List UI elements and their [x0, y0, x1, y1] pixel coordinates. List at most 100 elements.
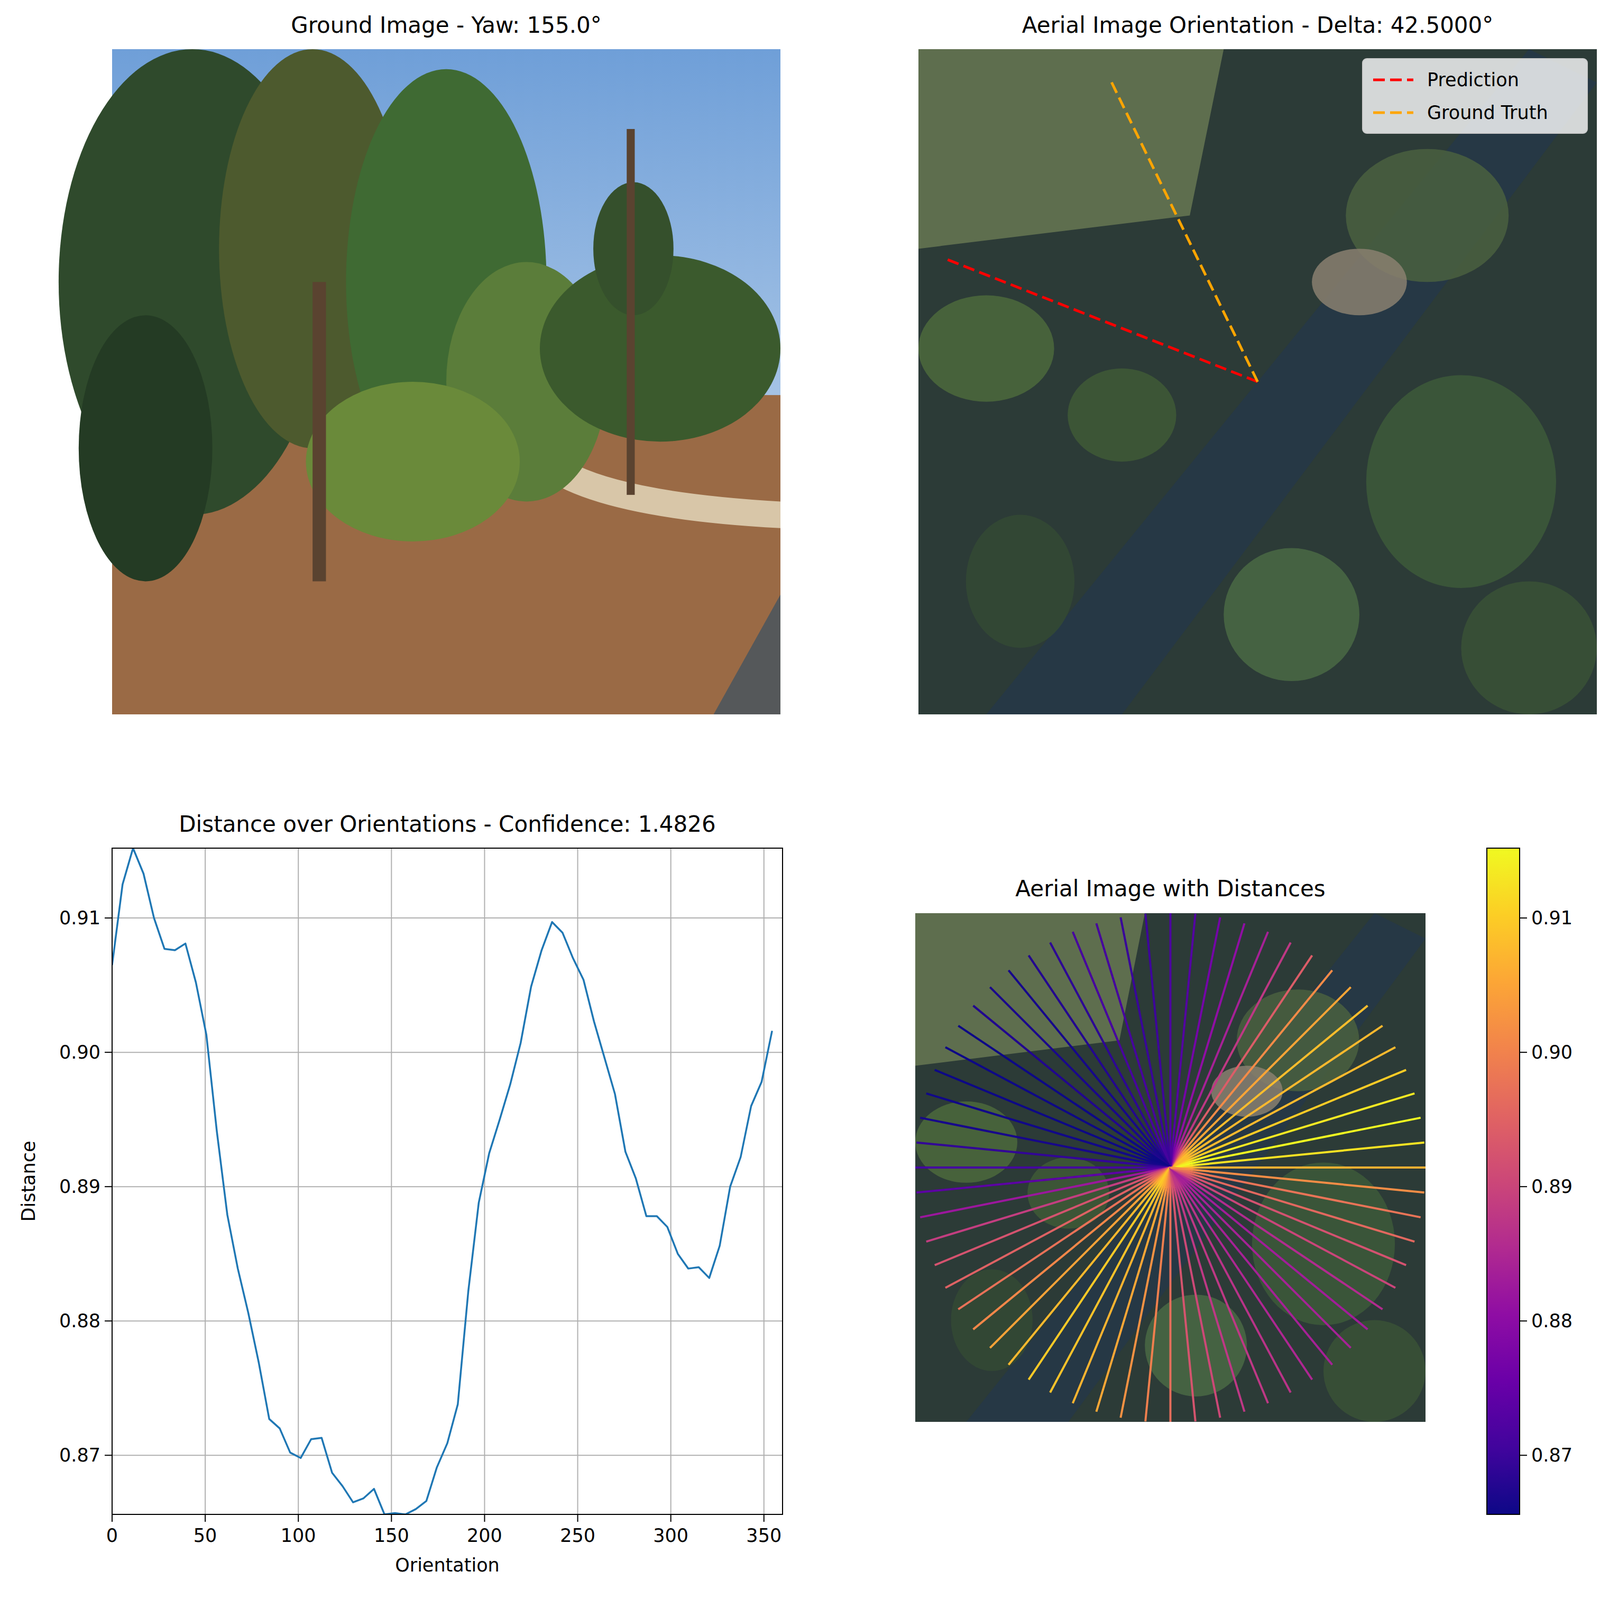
radial-line: [1170, 931, 1269, 1168]
tick: [577, 1514, 579, 1522]
title: Distance over Orientations - Confidence:…: [178, 811, 716, 838]
tick-label: 0.87: [1531, 1444, 1573, 1466]
radial-line: [1170, 1167, 1313, 1380]
tick: [1519, 917, 1528, 919]
radial-line: [1008, 970, 1171, 1168]
tick-label: 0.89: [1531, 1175, 1573, 1198]
grid-line: [112, 1051, 783, 1053]
title: Aerial Image Orientation - Delta: 42.500…: [1022, 12, 1494, 39]
legend-frame: [1362, 58, 1588, 134]
photo-tree: [1311, 248, 1408, 316]
tick: [104, 1051, 113, 1053]
grid-line: [112, 917, 783, 919]
tick: [1519, 1185, 1528, 1188]
radial-line: [1170, 1166, 1427, 1169]
axes: 0501001502002503003500.870.880.890.900.9…: [59, 848, 783, 1547]
orientation-line: [944, 258, 1258, 382]
grid-line: [763, 848, 765, 1515]
tick-label: 0: [106, 1524, 118, 1547]
radial-line: [916, 1142, 1171, 1168]
tick: [1519, 1454, 1528, 1456]
tick-label: 300: [653, 1524, 689, 1547]
tick-label: 0.89: [59, 1175, 101, 1198]
photo-tree: [1460, 581, 1597, 715]
tick-label: 0.88: [1531, 1310, 1573, 1332]
photo-field: [915, 913, 1145, 1066]
radial-line: [915, 1166, 1171, 1169]
photo-tree: [966, 515, 1075, 649]
tick: [104, 917, 113, 919]
radial-line: [1170, 1005, 1368, 1168]
radial-line: [1170, 1167, 1407, 1266]
radial-line: [1170, 1167, 1291, 1393]
tick: [390, 1514, 392, 1522]
tick: [104, 1320, 113, 1322]
radial-line: [1050, 942, 1171, 1168]
tick: [1519, 1320, 1528, 1322]
grid-line: [297, 848, 299, 1515]
title: Ground Image - Yaw: 155.0°: [290, 12, 602, 39]
tick-label: 0.87: [59, 1444, 101, 1466]
grid-line: [204, 848, 206, 1515]
radial-line: [1170, 1167, 1368, 1330]
legend: PredictionGround Truth: [1362, 58, 1588, 134]
frame: [112, 848, 783, 1515]
photo-trunk: [626, 129, 635, 495]
figure: Ground Image - Yaw: 155.0° PredictionGrou…: [0, 0, 1600, 1599]
photo-aerial: [918, 49, 1597, 715]
legend-swatch: [1373, 78, 1414, 82]
tick: [1519, 1051, 1528, 1053]
colorbar-scale: [1486, 848, 1520, 1515]
grid-line: [670, 848, 672, 1515]
orientation-line: [1109, 79, 1258, 382]
tick-label: 100: [280, 1524, 317, 1547]
photo-road: [986, 49, 1597, 715]
grid-line: [112, 1185, 783, 1188]
tick: [670, 1514, 672, 1522]
radial-line: [1028, 955, 1171, 1168]
legend-swatch: [1373, 111, 1414, 115]
radial-line: [934, 1069, 1171, 1168]
radial-line: [1120, 1167, 1171, 1418]
photo-trunk: [312, 281, 326, 582]
photo-tree: [1067, 368, 1176, 462]
tick-label: 50: [193, 1524, 218, 1547]
radial-line: [1072, 1167, 1171, 1404]
tick: [104, 1185, 113, 1188]
photo-tree: [1144, 1294, 1247, 1397]
radial-line: [1170, 1167, 1425, 1193]
tick-label: 0.90: [1531, 1041, 1573, 1063]
radial-line: [1169, 913, 1172, 1168]
data: [112, 848, 772, 1515]
panel: [58, 49, 781, 715]
radial-line: [1170, 1167, 1421, 1218]
colorbar: 0.87 0.88 0.89 0.90 0.91: [1486, 848, 1573, 1515]
data-line: [112, 848, 772, 1515]
photo-tree: [1366, 374, 1557, 588]
photo-tree: [1223, 548, 1360, 682]
axis-label: Distance: [17, 1140, 40, 1222]
radial-line: [920, 1117, 1171, 1168]
tick-label: 350: [746, 1524, 782, 1547]
radial-line: [945, 1167, 1171, 1288]
radial-line: [1145, 1167, 1171, 1422]
background: [0, 0, 1600, 1599]
grid-line: [577, 848, 579, 1515]
radial-line: [1170, 1047, 1396, 1168]
tick-label: 0.91: [1531, 907, 1573, 929]
radial-line: [958, 1167, 1171, 1310]
tick-label: 0.90: [59, 1041, 101, 1063]
tick: [297, 1514, 299, 1522]
photo-road: [713, 594, 781, 715]
data: [915, 913, 1426, 1422]
tick-label: 200: [466, 1524, 503, 1547]
photo-field: [918, 49, 1224, 249]
radial-line: [973, 1005, 1171, 1168]
title: Aerial Image with Distances: [1015, 875, 1326, 902]
tick: [204, 1514, 206, 1522]
grid-line: [112, 1320, 783, 1322]
tick-label: 0.91: [59, 907, 101, 929]
photo-tree: [78, 315, 213, 582]
tick: [111, 1514, 113, 1522]
tick-label: 0.88: [59, 1310, 101, 1332]
